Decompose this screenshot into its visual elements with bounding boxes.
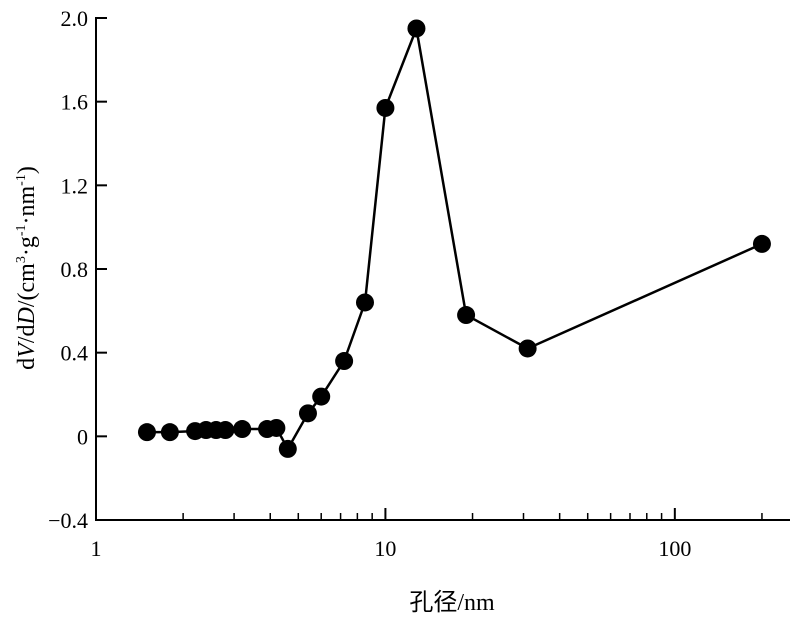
data-point — [298, 404, 317, 423]
y-tick-label: 0 — [77, 424, 88, 449]
ylabel-g: ·g — [14, 236, 40, 256]
ylabel-d1: d — [14, 358, 40, 370]
ylabel-D: D — [14, 307, 40, 325]
data-point — [407, 19, 426, 38]
data-point — [137, 423, 156, 442]
data-points — [137, 19, 771, 458]
x-tick-label: 100 — [658, 536, 691, 561]
ylabel-close: ) — [14, 166, 40, 174]
ylabel-V: V — [14, 341, 40, 358]
ylabel-supneg1b: -1 — [14, 174, 29, 186]
ylabel-supneg1a: -1 — [14, 225, 29, 237]
data-point — [160, 423, 179, 442]
ticks: −0.4 0 0.4 0.8 1.2 1.6 2.0 1 10 100 — [48, 6, 763, 561]
y-tick-label: 2.0 — [61, 6, 89, 31]
x-tick-label: 1 — [91, 536, 102, 561]
ylabel-nm: ·nm — [14, 186, 40, 225]
data-point — [457, 306, 476, 325]
y-tick-label: 0.8 — [61, 257, 89, 282]
data-point — [233, 420, 252, 439]
x-tick-label: 10 — [374, 536, 396, 561]
ylabel-sup3: 3 — [14, 256, 29, 263]
x-axis-title: 孔径/nm — [409, 589, 495, 616]
data-point — [216, 421, 235, 440]
data-point — [312, 387, 331, 406]
data-point — [518, 339, 537, 358]
y-tick-label: 1.2 — [61, 173, 89, 198]
ylabel-open: /(cm — [14, 263, 40, 307]
data-point — [355, 293, 374, 312]
data-point — [376, 98, 395, 117]
ylabel-d2: /d — [14, 325, 40, 344]
data-point — [335, 352, 354, 371]
series-line — [147, 23, 763, 452]
data-point — [267, 418, 286, 437]
data-point — [752, 234, 771, 253]
data-point — [278, 439, 297, 458]
y-tick-label: −0.4 — [48, 508, 88, 533]
axes — [95, 17, 790, 521]
y-tick-label: 1.6 — [61, 90, 89, 115]
y-axis-title: dV/dD/(cm3·g-1·nm-1) — [14, 166, 40, 370]
y-tick-label: 0.4 — [61, 341, 89, 366]
series — [147, 23, 763, 452]
